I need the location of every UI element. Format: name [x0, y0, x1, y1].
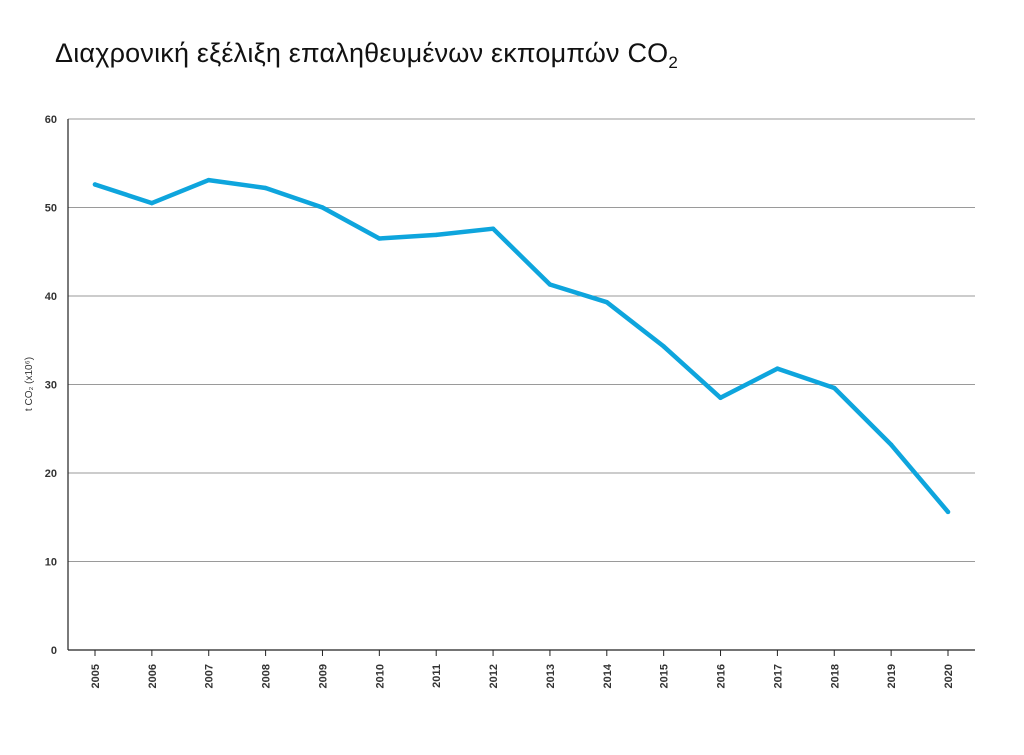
x-tick-label: 2009 — [317, 664, 329, 688]
gridlines — [68, 118, 975, 562]
chart-title-text: Διαχρονική εξέλιξη επαληθευμένων εκπομπώ… — [55, 38, 669, 68]
data-point-2011 — [434, 232, 439, 238]
x-tick-label: 2014 — [602, 663, 614, 688]
y-tick-label: 60 — [45, 114, 57, 126]
data-point-2009 — [320, 205, 325, 210]
y-tick-labels: 0 10 20 30 40 50 60 — [45, 114, 57, 657]
data-point-2015 — [661, 344, 666, 349]
data-point-2018 — [832, 385, 837, 391]
x-tick-label: 2015 — [659, 664, 671, 688]
data-point-2017 — [775, 366, 780, 371]
x-tick-label: 2018 — [829, 664, 841, 688]
data-point-2008 — [263, 185, 268, 191]
x-tick-label: 2011 — [431, 664, 443, 688]
x-tick-label: 2005 — [90, 664, 102, 688]
data-point-2007 — [206, 177, 211, 183]
x-tick-label: 2020 — [943, 664, 955, 688]
y-axis-label: t CO₂ (x10⁶) — [24, 357, 35, 411]
x-tick-label: 2007 — [204, 664, 216, 688]
y-tick-label: 50 — [45, 203, 57, 215]
x-tick-label: 2019 — [886, 664, 898, 688]
y-tick-label: 40 — [45, 291, 57, 303]
x-tick-label: 2017 — [772, 664, 784, 688]
y-tick-label: 20 — [45, 468, 57, 480]
chart-title-subscript: 2 — [668, 53, 679, 72]
x-tick-label: 2016 — [716, 664, 728, 688]
data-point-2005 — [92, 182, 98, 187]
data-point-2016 — [718, 395, 723, 400]
x-tick-labels: 2005 2006 2007 2008 2009 2010 2011 2012 2013 2014… — [90, 650, 955, 688]
data-point-2012 — [490, 226, 496, 231]
x-tick-label: 2010 — [374, 664, 386, 688]
data-point-2006 — [149, 200, 155, 206]
chart-title: Διαχρονική εξέλιξη επαληθευμένων εκπομπώ… — [55, 38, 678, 73]
data-point-2019 — [888, 442, 894, 447]
series-group — [92, 177, 951, 515]
data-point-2020 — [945, 509, 951, 515]
axes — [67, 119, 975, 651]
data-point-2010 — [377, 236, 382, 241]
x-tick-label: 2006 — [147, 664, 159, 688]
y-tick-label: 30 — [45, 380, 57, 392]
data-point-2014 — [604, 299, 609, 305]
data-point-2013 — [547, 282, 553, 287]
x-tick-label: 2008 — [261, 664, 273, 688]
series-line-0 — [92, 177, 951, 515]
x-tick-label: 2012 — [488, 664, 500, 688]
x-tick-label: 2013 — [545, 664, 557, 688]
y-tick-label: 0 — [51, 645, 57, 657]
y-tick-label: 10 — [45, 557, 57, 569]
